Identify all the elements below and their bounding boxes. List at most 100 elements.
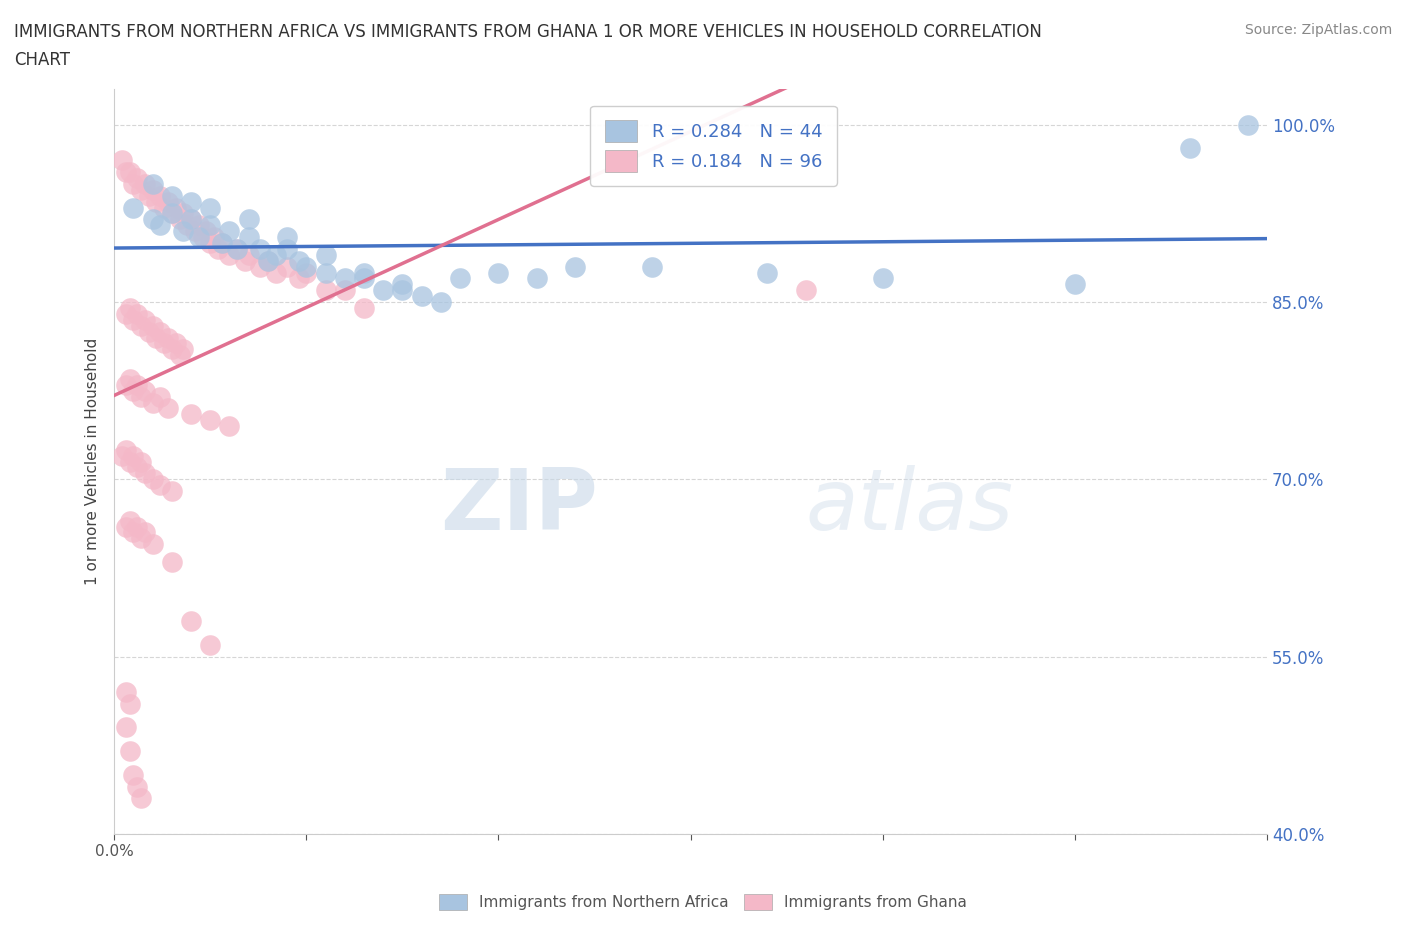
- Point: [142, 318, 165, 333]
- Point: [207, 242, 229, 257]
- Point: [142, 537, 165, 551]
- Text: ZIP: ZIP: [440, 465, 599, 548]
- Point: [165, 200, 187, 215]
- Point: [118, 513, 141, 528]
- Point: [122, 200, 145, 215]
- Point: [430, 295, 453, 310]
- Point: [391, 277, 413, 292]
- Point: [114, 720, 136, 735]
- Point: [127, 378, 149, 392]
- Point: [211, 235, 233, 250]
- Point: [180, 407, 202, 422]
- Point: [122, 383, 145, 398]
- Point: [257, 253, 280, 268]
- Point: [176, 218, 198, 232]
- Point: [200, 235, 222, 250]
- Point: [160, 554, 183, 569]
- Y-axis label: 1 or more Vehicles in Household: 1 or more Vehicles in Household: [86, 338, 100, 585]
- Point: [218, 247, 240, 262]
- Point: [122, 448, 145, 463]
- Point: [142, 395, 165, 410]
- Point: [160, 206, 183, 221]
- Point: [127, 779, 149, 794]
- Point: [127, 170, 149, 185]
- Point: [257, 253, 280, 268]
- Point: [202, 230, 225, 245]
- Point: [200, 218, 222, 232]
- Point: [373, 283, 395, 298]
- Point: [641, 259, 664, 274]
- Point: [200, 637, 222, 652]
- Point: [169, 212, 191, 227]
- Point: [264, 265, 287, 280]
- Point: [238, 230, 260, 245]
- Text: Source: ZipAtlas.com: Source: ZipAtlas.com: [1244, 23, 1392, 37]
- Point: [122, 177, 145, 192]
- Point: [122, 525, 145, 540]
- Point: [114, 443, 136, 458]
- Point: [187, 218, 209, 232]
- Point: [149, 218, 172, 232]
- Point: [184, 224, 207, 239]
- Point: [149, 188, 172, 203]
- Point: [118, 697, 141, 711]
- Point: [564, 259, 586, 274]
- Point: [180, 212, 202, 227]
- Point: [142, 177, 165, 192]
- Point: [180, 614, 202, 629]
- Point: [169, 348, 191, 363]
- Point: [114, 684, 136, 699]
- Point: [129, 182, 152, 197]
- Point: [142, 182, 165, 197]
- Point: [195, 224, 218, 239]
- Point: [315, 283, 337, 298]
- Point: [226, 242, 249, 257]
- Point: [134, 525, 156, 540]
- Point: [315, 265, 337, 280]
- Point: [160, 484, 183, 498]
- Point: [794, 283, 817, 298]
- Point: [411, 288, 433, 303]
- Point: [142, 212, 165, 227]
- Point: [233, 253, 256, 268]
- Point: [118, 300, 141, 315]
- Point: [1063, 277, 1085, 292]
- Point: [449, 271, 471, 286]
- Point: [1178, 141, 1201, 156]
- Point: [200, 413, 222, 428]
- Point: [138, 188, 160, 203]
- Point: [353, 265, 375, 280]
- Point: [353, 300, 375, 315]
- Point: [129, 389, 152, 404]
- Point: [118, 165, 141, 179]
- Point: [122, 312, 145, 327]
- Point: [118, 744, 141, 759]
- Point: [134, 466, 156, 481]
- Point: [134, 312, 156, 327]
- Point: [276, 230, 298, 245]
- Point: [149, 478, 172, 493]
- Point: [114, 519, 136, 534]
- Point: [218, 224, 240, 239]
- Point: [333, 283, 356, 298]
- Point: [138, 325, 160, 339]
- Point: [114, 378, 136, 392]
- Point: [111, 153, 134, 167]
- Point: [180, 194, 202, 209]
- Point: [114, 307, 136, 322]
- Point: [134, 177, 156, 192]
- Point: [226, 242, 249, 257]
- Point: [276, 242, 298, 257]
- Legend: Immigrants from Northern Africa, Immigrants from Ghana: Immigrants from Northern Africa, Immigra…: [432, 886, 974, 918]
- Point: [118, 454, 141, 469]
- Point: [149, 325, 172, 339]
- Point: [353, 271, 375, 286]
- Point: [129, 790, 152, 805]
- Point: [172, 224, 194, 239]
- Point: [872, 271, 894, 286]
- Point: [211, 235, 233, 250]
- Point: [156, 194, 179, 209]
- Point: [287, 271, 309, 286]
- Point: [172, 342, 194, 357]
- Point: [264, 247, 287, 262]
